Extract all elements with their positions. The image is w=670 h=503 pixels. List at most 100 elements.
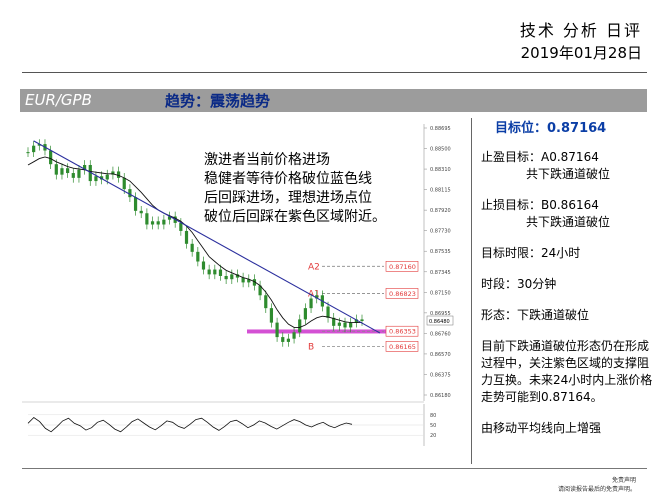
candle-body bbox=[269, 308, 274, 323]
pattern: 形态：下跌通道破位 bbox=[481, 308, 590, 322]
candle-body bbox=[49, 150, 53, 165]
annotation-line-1: 激进者当前价格进场 bbox=[204, 151, 330, 168]
y-tick-label: 0.86570 bbox=[430, 352, 451, 358]
report-header: 技术 分析 日评 2019年01月28日 bbox=[520, 20, 642, 64]
price-chart: 0.88695 0.88500 0.88310 0.88115 0.87920 0.877… bbox=[22, 120, 470, 465]
y-tick-label: 0.86180 bbox=[430, 393, 451, 399]
strategy-panel: 目标位：0.87164 止盈目标：A0.87164 共下跌通道破位 止损目标：B… bbox=[481, 120, 657, 437]
y-tick-label: 0.88310 bbox=[430, 167, 451, 173]
candle-body bbox=[275, 322, 279, 338]
report-title: 技术 分析 日评 bbox=[519, 21, 642, 40]
candle-body bbox=[332, 317, 336, 326]
level-price-label: 0.86353 bbox=[389, 328, 416, 336]
oscillator-line bbox=[27, 416, 353, 433]
candle-body bbox=[201, 261, 206, 270]
level-price-box bbox=[385, 325, 419, 337]
y-tick-label: 0.88695 bbox=[430, 126, 451, 132]
candle-body bbox=[122, 177, 126, 190]
level-name: A2 bbox=[308, 262, 320, 272]
candle-body bbox=[94, 176, 98, 182]
candle-body bbox=[128, 189, 132, 198]
candle-body bbox=[37, 144, 41, 146]
level-price-label: 0.87160 bbox=[389, 263, 416, 271]
report-date: 2019年01月28日 bbox=[520, 44, 642, 62]
moving-average-line bbox=[27, 156, 362, 328]
current-price-tag bbox=[426, 315, 454, 326]
current-price-label: 0.86480 bbox=[429, 319, 450, 325]
candle-body bbox=[213, 269, 217, 275]
y-tick-label: 0.87920 bbox=[430, 208, 451, 214]
candle-body bbox=[184, 230, 189, 244]
take-profit-label: 止盈目标：A0.87164 bbox=[481, 150, 599, 164]
candle-body bbox=[99, 176, 104, 180]
candle-body bbox=[343, 322, 347, 328]
candle-body bbox=[309, 298, 313, 309]
candle-body bbox=[292, 332, 296, 339]
candle-body bbox=[360, 319, 364, 322]
y-tick-label: 0.86955 bbox=[430, 311, 451, 317]
candle-body bbox=[286, 338, 291, 342]
candle-body bbox=[303, 308, 307, 320]
candle-body bbox=[281, 337, 285, 342]
candle-body bbox=[235, 274, 240, 278]
footer-divider bbox=[22, 468, 647, 469]
candle-body bbox=[145, 213, 149, 225]
candle-body bbox=[32, 145, 36, 153]
candle-body bbox=[207, 269, 211, 275]
oscillator-tick-label: 50 bbox=[430, 423, 436, 429]
candle-body bbox=[83, 164, 87, 170]
stop-loss-label: 止损目标：B0.86164 bbox=[481, 198, 599, 212]
ma-note: 由移动平均线向上增强 bbox=[481, 421, 602, 435]
y-tick-label: 0.87730 bbox=[430, 229, 451, 235]
candle-body bbox=[60, 168, 64, 175]
candle-body bbox=[179, 222, 183, 231]
candle-body bbox=[354, 319, 358, 323]
chart-svg: 0.88695 0.88500 0.88310 0.88115 0.87920 0.877… bbox=[22, 120, 470, 465]
candle-body bbox=[133, 197, 138, 211]
candle-body bbox=[77, 169, 81, 178]
y-tick-label: 0.86760 bbox=[430, 331, 451, 337]
title-banner: EUR/GPB 趋势：震荡趋势 bbox=[20, 89, 647, 112]
stop-loss-note: 共下跌通道破位 bbox=[526, 215, 611, 229]
candle-body bbox=[247, 279, 251, 283]
candle-body bbox=[88, 164, 92, 182]
annotation-line-2: 稳健者等待价格破位蓝色线 bbox=[204, 170, 372, 187]
candle-body bbox=[230, 274, 234, 280]
candle-body bbox=[252, 279, 257, 286]
stop-loss-block: 止损目标：B0.86164 共下跌通道破位 bbox=[481, 197, 657, 231]
level-price-box bbox=[385, 341, 419, 352]
header-divider bbox=[22, 72, 647, 73]
y-tick-label: 0.87150 bbox=[430, 290, 451, 296]
y-tick-label: 0.87535 bbox=[430, 249, 451, 255]
level-name: B bbox=[308, 342, 314, 352]
candle-body bbox=[139, 210, 143, 214]
candle-body bbox=[218, 269, 223, 276]
candle-body bbox=[349, 322, 353, 328]
annotation-line-3: 后回踩进场，理想进场点位 bbox=[204, 190, 372, 206]
disclaimer-title: 免责声明 bbox=[611, 477, 636, 484]
candle-body bbox=[111, 171, 115, 175]
currency-pair: EUR/GPB bbox=[25, 91, 92, 109]
descending-trendline bbox=[33, 140, 381, 334]
candle-body bbox=[298, 319, 302, 333]
candle-body bbox=[26, 152, 30, 154]
candle-body bbox=[162, 219, 166, 225]
candle-body bbox=[156, 221, 160, 225]
oscillator-tick-label: 80 bbox=[430, 413, 436, 419]
candle-body bbox=[54, 164, 58, 175]
panel-divider bbox=[471, 118, 472, 464]
y-tick-label: 0.88500 bbox=[430, 147, 451, 153]
disclaimer-text: 请阅读报告最后的免责声明。 bbox=[557, 486, 636, 493]
candle-body bbox=[190, 243, 194, 252]
annotation-line-4: 破位后回踩在紫色区域附近。 bbox=[204, 208, 386, 225]
candle-body bbox=[105, 174, 109, 180]
take-profit-note: 共下跌通道破位 bbox=[526, 167, 611, 181]
candle-body bbox=[150, 221, 155, 225]
target-price: 目标位：0.87164 bbox=[495, 121, 607, 136]
y-tick-label: 0.87345 bbox=[430, 270, 451, 276]
time-limit: 目标时限：24小时 bbox=[481, 246, 581, 260]
analysis-text: 目前下跌通道破位形态仍在形成过程中，关注紫色区域的支撑阻力互换。未来24小时内上… bbox=[481, 339, 653, 404]
candle-body bbox=[66, 168, 70, 174]
level-price-label: 0.86165 bbox=[389, 343, 416, 351]
disclaimer: 免责声明 请阅读报告最后的免责声明。 bbox=[558, 476, 636, 494]
